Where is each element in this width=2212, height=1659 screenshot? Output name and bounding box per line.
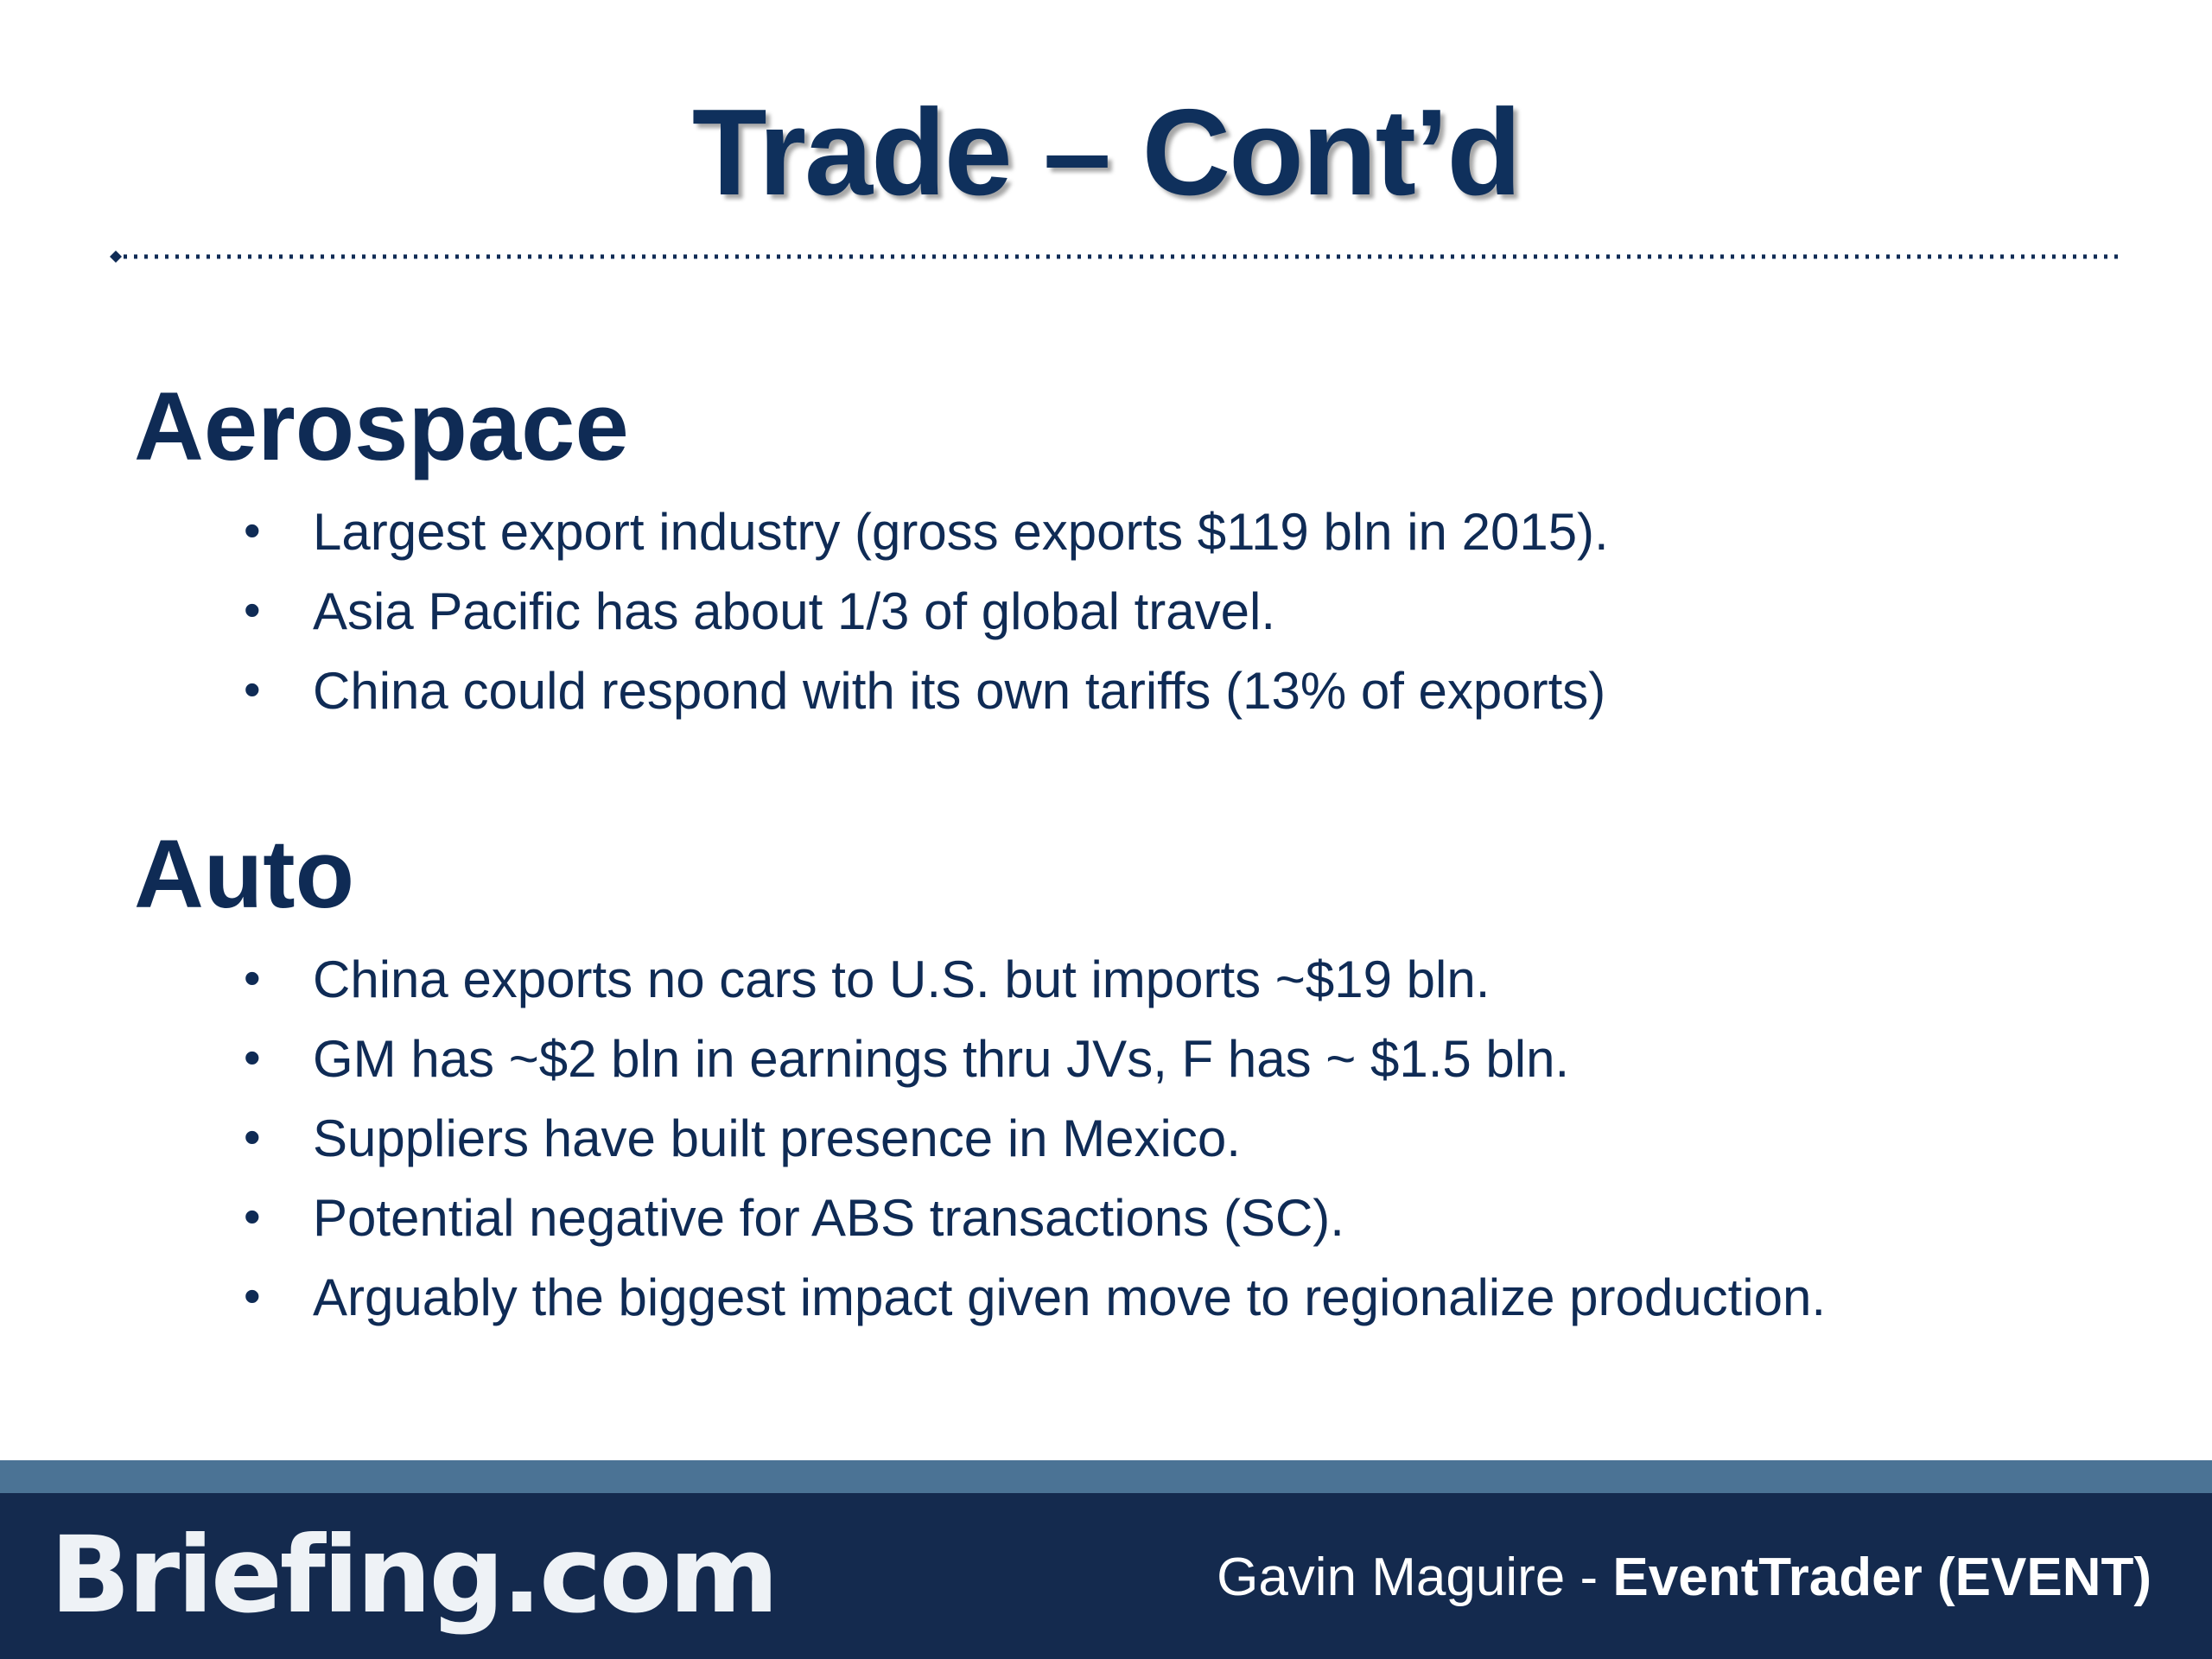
bullet-text: GM has ~$2 bln in earnings thru JVs, F h… (313, 1030, 1570, 1088)
event-name: EventTrader (EVENT) (1612, 1548, 2152, 1607)
bullet-text: Suppliers have built presence in Mexico. (313, 1109, 1241, 1167)
bullet-text: Asia Pacific has about 1/3 of global tra… (313, 582, 1275, 640)
bullet-marker: • (244, 950, 261, 1005)
bullet-text: Largest export industry (gross exports $… (313, 503, 1609, 561)
section-heading: Aerospace (134, 372, 629, 480)
bullet-marker: • (244, 1109, 261, 1164)
bullet-text: China exports no cars to U.S. but import… (313, 950, 1491, 1008)
bullet-marker: • (244, 1030, 261, 1084)
presenter: Gavin Maguire - (1217, 1548, 1599, 1607)
bullet-text: Potential negative for ABS transactions … (313, 1189, 1344, 1247)
bullet-marker: • (244, 503, 261, 557)
logo: Briefing.com (50, 1514, 779, 1637)
rule-diamond (110, 251, 122, 263)
bullet-text: China could respond with its own tariffs… (313, 662, 1606, 720)
slide-title: Trade – Cont’d (691, 84, 1522, 221)
bullet-marker: • (244, 582, 261, 637)
bullet-text: Arguably the biggest impact given move t… (313, 1268, 1827, 1326)
bullet-marker: • (244, 662, 261, 716)
bullet-marker: • (244, 1268, 261, 1323)
section-heading: Auto (134, 820, 355, 928)
footer (0, 1493, 2212, 1659)
bullet-marker: • (244, 1189, 261, 1243)
footer-strip (0, 1460, 2212, 1495)
dotted-rule (110, 251, 2123, 263)
byline: Gavin Maguire - EventTrader (EVENT) (1217, 1547, 2152, 1608)
